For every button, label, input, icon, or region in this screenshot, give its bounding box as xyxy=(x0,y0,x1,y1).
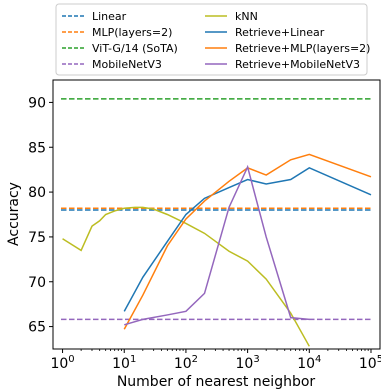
series-knn-line xyxy=(62,206,310,347)
legend-label: Retrieve+MobileNetV3 xyxy=(235,58,360,71)
x-tick-label: 100 xyxy=(50,354,74,372)
x-tick-label-base: 10 xyxy=(174,356,192,372)
legend-label: Retrieve+Linear xyxy=(235,26,325,39)
legend-label: kNN xyxy=(235,10,258,23)
legend-label: Retrieve+MLP(layers=2) xyxy=(235,42,370,55)
legend-box xyxy=(55,3,368,76)
plot-area xyxy=(61,98,372,347)
legend-item-knn: kNN xyxy=(205,10,258,23)
legend-label: MLP(layers=2) xyxy=(92,26,172,39)
y-axis-label: Accuracy xyxy=(6,182,22,246)
x-tick-label-base: 10 xyxy=(297,356,315,372)
x-tick-label-exponent: 5 xyxy=(377,354,381,365)
x-tick-label-exponent: 2 xyxy=(192,354,198,365)
x-tick-label-base: 10 xyxy=(359,356,377,372)
legend-item-retrieve-mobilenetv3: Retrieve+MobileNetV3 xyxy=(205,58,360,71)
legend-item-mlp-layers-2: MLP(layers=2) xyxy=(62,26,172,39)
x-tick-label-base: 10 xyxy=(50,356,68,372)
legend: Linear MLP(layers=2) ViT-G/14 (SoTA) Mobile… xyxy=(55,3,370,76)
y-tick-label: 85 xyxy=(28,140,46,156)
y-tick-label: 75 xyxy=(28,230,46,246)
y-tick-label: 65 xyxy=(28,320,46,336)
legend-item-retrieve-mlp-layers-2: Retrieve+MLP(layers=2) xyxy=(205,42,370,55)
legend-label: Linear xyxy=(92,10,127,23)
legend-item-vit-g-14-sota: ViT-G/14 (SoTA) xyxy=(62,42,178,55)
x-tick-label: 101 xyxy=(112,354,136,372)
legend-label: ViT-G/14 (SoTA) xyxy=(92,42,178,55)
y-tick-label: 80 xyxy=(28,185,46,201)
legend-item-retrieve-linear: Retrieve+Linear xyxy=(205,26,325,39)
series-retrieve-mlp-layers-2-line xyxy=(123,153,372,330)
series-retrieve-mobilenetv3-line xyxy=(124,164,310,326)
plot-frame xyxy=(52,79,381,350)
y-tick-label: 90 xyxy=(28,95,46,111)
x-tick-label-exponent: 0 xyxy=(68,354,74,365)
x-tick-label: 105 xyxy=(359,354,381,372)
y-axis: 65 70 75 80 85 90 xyxy=(28,95,53,336)
series-retrieve-linear-line xyxy=(123,167,372,312)
legend-label: MobileNetV3 xyxy=(92,58,162,71)
x-tick-label-exponent: 3 xyxy=(253,354,259,365)
x-axis: 100 101 102 103 104 105 xyxy=(50,349,381,372)
x-axis-label: Number of nearest neighbor xyxy=(117,374,316,390)
x-tick-label: 102 xyxy=(174,354,198,372)
x-tick-label-base: 10 xyxy=(112,356,130,372)
legend-item-linear: Linear xyxy=(62,10,127,23)
x-tick-label-base: 10 xyxy=(236,356,254,372)
x-tick-label: 104 xyxy=(297,354,321,372)
x-tick-label-exponent: 4 xyxy=(315,354,321,365)
legend-item-mobilenetv3: MobileNetV3 xyxy=(62,58,162,71)
x-tick-label: 103 xyxy=(236,354,260,372)
x-tick-label-exponent: 1 xyxy=(130,354,136,365)
y-tick-label: 70 xyxy=(28,275,46,291)
